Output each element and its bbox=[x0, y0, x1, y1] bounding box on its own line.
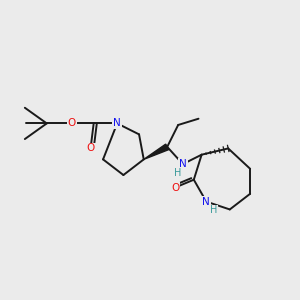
Text: O: O bbox=[171, 182, 179, 193]
Text: N: N bbox=[202, 196, 210, 207]
Text: N: N bbox=[179, 159, 187, 169]
Text: N: N bbox=[113, 118, 121, 128]
Polygon shape bbox=[144, 144, 169, 159]
Text: O: O bbox=[86, 143, 95, 153]
Text: H: H bbox=[209, 206, 217, 215]
Text: O: O bbox=[68, 118, 76, 128]
Text: N: N bbox=[113, 118, 121, 128]
Text: H: H bbox=[173, 168, 181, 178]
